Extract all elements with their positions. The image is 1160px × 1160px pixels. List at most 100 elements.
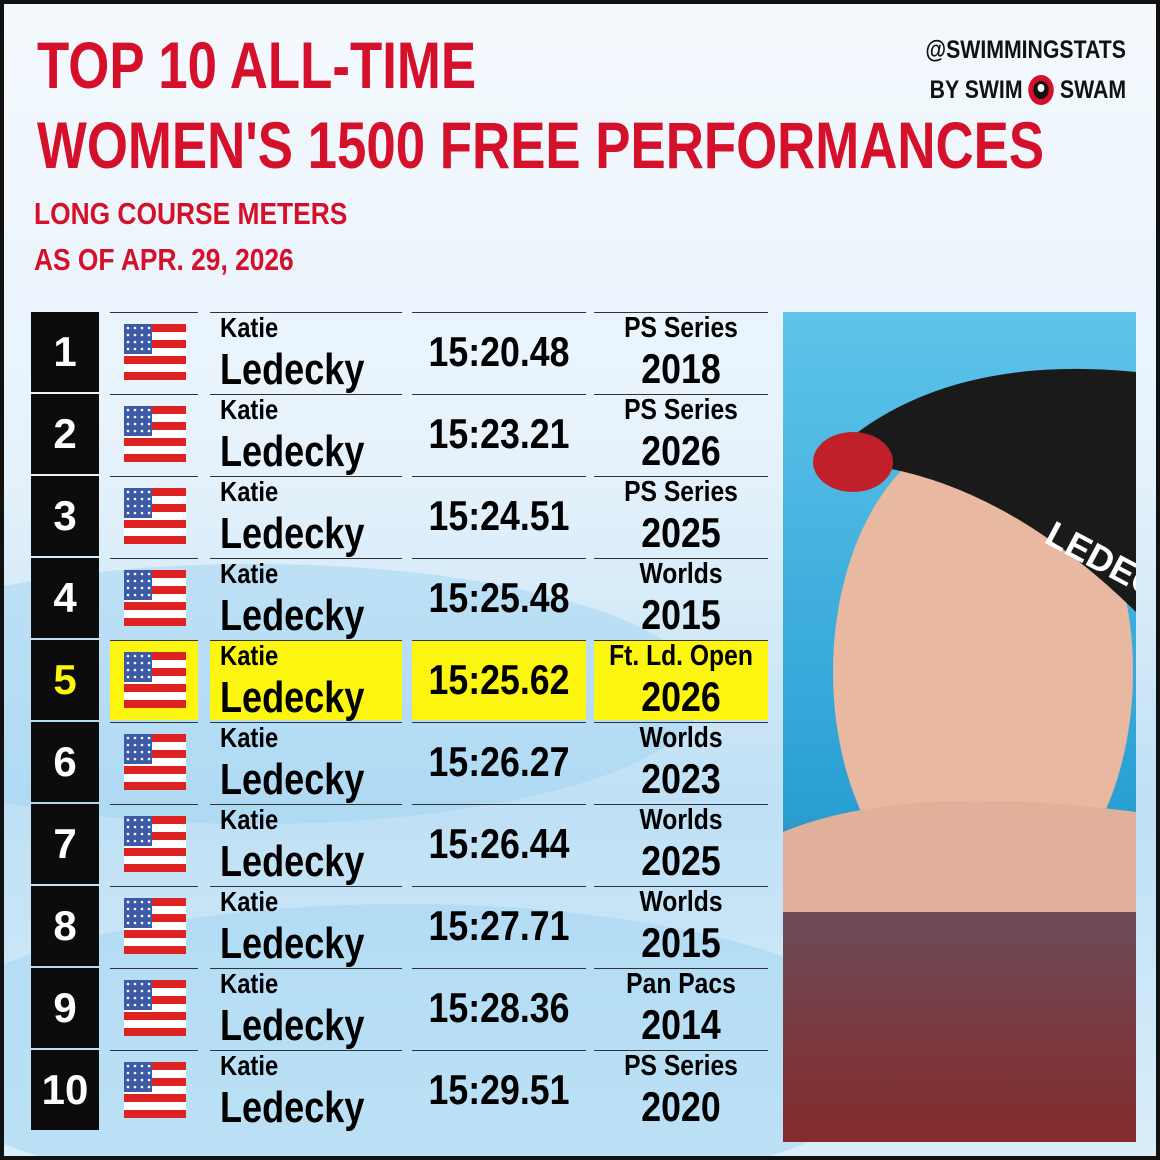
cell-bg (412, 476, 586, 556)
table-row: 2 Katie Ledecky 15:23.21 PS Series 2026 (27, 394, 768, 476)
cell-bg (110, 886, 198, 966)
cell-bg (210, 804, 402, 884)
cell-bg (412, 722, 586, 802)
table-row: 10 Katie Ledecky 15:29.51 PS Series 2020 (27, 1050, 768, 1132)
table-row: 8 Katie Ledecky 15:27.71 Worlds 2015 (27, 886, 768, 968)
meet: Worlds (639, 558, 723, 590)
cell-bg (412, 968, 586, 1048)
cell-bg (594, 1050, 768, 1130)
time: 15:25.62 (428, 656, 570, 703)
meet: PS Series (624, 1050, 738, 1082)
subtitle-line: AS OF APR. 29, 2026 (34, 242, 294, 277)
brand-handle: @SWIMMINGSTATS (925, 36, 1126, 64)
first-name: Katie (220, 886, 279, 917)
cell-bg (210, 640, 402, 720)
last-name: Ledecky (220, 345, 365, 394)
meet: Ft. Ld. Open (609, 640, 753, 672)
cell-bg (210, 312, 402, 392)
brand-name: SWAM (1059, 75, 1126, 104)
cell-bg (210, 968, 402, 1048)
cell-bg (412, 640, 586, 720)
cell-bg (110, 1050, 198, 1130)
year: 2026 (641, 673, 721, 720)
cell-bg (210, 722, 402, 802)
time: 15:26.44 (428, 820, 570, 867)
year: 2020 (641, 1083, 721, 1130)
cell-bg (594, 312, 768, 392)
cell-bg (412, 1050, 586, 1130)
cell-bg (210, 394, 402, 474)
cell-bg (210, 558, 402, 638)
cell-bg (412, 394, 586, 474)
rank: 7 (31, 804, 99, 884)
cell-bg (110, 476, 198, 556)
meet: PS Series (624, 312, 738, 344)
table-row: 4 Katie Ledecky 15:25.48 Worlds 2015 (27, 558, 768, 640)
first-name: Katie (220, 312, 279, 343)
cell-bg (412, 558, 586, 638)
time: 15:25.48 (428, 574, 570, 621)
rank: 5 (31, 640, 99, 720)
year: 2014 (641, 1001, 721, 1048)
cell-bg (110, 558, 198, 638)
first-name: Katie (220, 1050, 279, 1081)
cell-bg (594, 394, 768, 474)
last-name: Ledecky (220, 919, 365, 968)
first-name: Katie (220, 640, 279, 671)
time: 15:20.48 (428, 328, 570, 375)
year: 2018 (641, 345, 721, 392)
flag (124, 406, 186, 467)
year: 2023 (641, 755, 721, 802)
flag (124, 898, 186, 959)
time: 15:27.71 (428, 902, 570, 949)
flag (124, 488, 186, 549)
subtitle-line: LONG COURSE METERS (34, 196, 348, 231)
last-name: Ledecky (220, 427, 365, 476)
table-row: 7 Katie Ledecky 15:26.44 Worlds 2025 (27, 804, 768, 886)
flag (124, 652, 186, 713)
year: 2025 (641, 509, 721, 556)
meet: Pan Pacs (626, 968, 736, 1000)
first-name: Katie (220, 558, 279, 589)
last-name: Ledecky (220, 509, 365, 558)
first-name: Katie (220, 476, 279, 507)
rank: 6 (31, 722, 99, 802)
time: 15:26.27 (428, 738, 570, 785)
first-name: Katie (220, 394, 279, 425)
cell-bg (210, 476, 402, 556)
brand-by: BY SWIM (929, 75, 1023, 104)
cell-bg (594, 804, 768, 884)
cell-bg (210, 886, 402, 966)
cell-bg (594, 558, 768, 638)
time: 15:24.51 (428, 492, 570, 539)
title-line: WOMEN'S 1500 FREE PERFORMANCES (37, 108, 1045, 182)
table-row: 1 Katie Ledecky 15:20.48 PS Series 2018 (27, 312, 768, 394)
cell-bg (594, 476, 768, 556)
last-name: Ledecky (220, 837, 365, 886)
brand-logo (1028, 75, 1054, 105)
cell-bg (594, 968, 768, 1048)
cell-bg (594, 886, 768, 966)
last-name: Ledecky (220, 673, 365, 722)
year: 2025 (641, 837, 721, 884)
meet: Worlds (639, 804, 723, 836)
time: 15:29.51 (428, 1066, 570, 1113)
title-line: TOP 10 ALL-TIME (37, 28, 477, 102)
rank: 3 (31, 476, 99, 556)
first-name: Katie (220, 722, 279, 753)
first-name: Katie (220, 968, 279, 999)
year: 2026 (641, 427, 721, 474)
table-row: 6 Katie Ledecky 15:26.27 Worlds 2023 (27, 722, 768, 804)
last-name: Ledecky (220, 1001, 365, 1050)
cell-bg (412, 312, 586, 392)
flag (124, 570, 186, 631)
photo: LEDECK (783, 312, 1136, 1142)
year: 2015 (641, 919, 721, 966)
rank: 9 (31, 968, 99, 1048)
meet: PS Series (624, 394, 738, 426)
last-name: Ledecky (220, 755, 365, 804)
brand: BY SWIM SWAM (930, 74, 1126, 106)
meet: Worlds (639, 886, 723, 918)
cell-bg (594, 640, 768, 720)
